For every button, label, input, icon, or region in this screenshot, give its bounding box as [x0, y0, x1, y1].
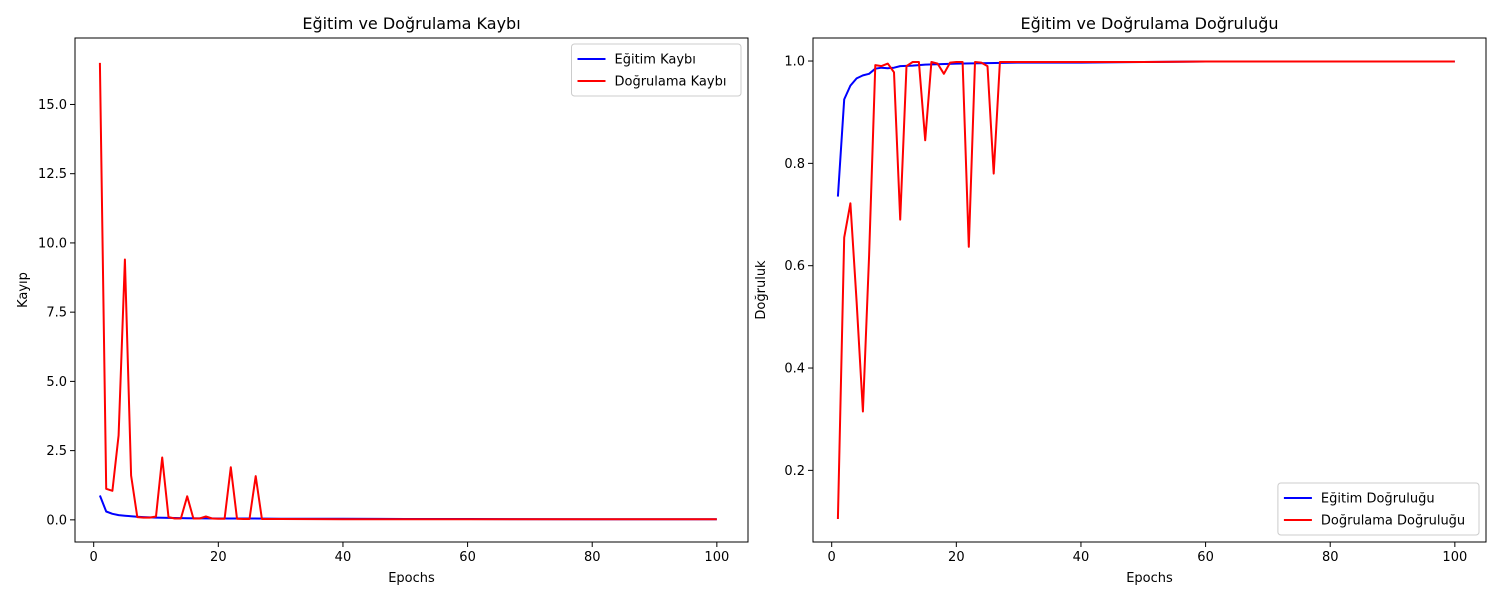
x-tick-label: 0 — [828, 550, 836, 565]
y-tick-label: 15.0 — [38, 98, 67, 113]
legend: Eğitim Doğruluğu Doğrulama Doğruluğu — [1277, 482, 1480, 536]
chart-title: Eğitim ve Doğrulama Doğruluğu — [1020, 14, 1278, 33]
x-tick-label: 100 — [1442, 550, 1467, 565]
x-tick-label: 0 — [90, 550, 98, 565]
x-tick-label: 20 — [210, 550, 227, 565]
y-tick-label: 12.5 — [38, 167, 67, 182]
plot-area — [812, 37, 1487, 543]
x-tick-label: 60 — [459, 550, 476, 565]
x-tick-label: 100 — [704, 550, 729, 565]
y-tick-label: 0.4 — [784, 362, 805, 377]
legend-label: Eğitim Doğruluğu — [1321, 492, 1435, 507]
y-tick-label: 10.0 — [38, 236, 67, 251]
y-tick-label: 0.8 — [784, 157, 805, 172]
x-tick-label: 40 — [1073, 550, 1090, 565]
x-tick-label: 20 — [948, 550, 965, 565]
series-line-2 — [98, 62, 717, 521]
y-axis-label: Doğruluk — [754, 260, 769, 320]
y-tick-label: 2.5 — [46, 444, 67, 459]
series-line-2 — [836, 60, 1455, 520]
legend-label: Doğrulama Kaybı — [615, 75, 727, 90]
legend: Eğitim Kaybı Doğrulama Kaybı — [571, 43, 742, 97]
legend-box — [1277, 482, 1480, 536]
y-axis-label: Kayıp — [16, 272, 31, 308]
x-tick-label: 60 — [1197, 550, 1214, 565]
chart-1: Eğitim ve Doğrulama Kaybı 0 20 40 60 80 100 0.0… — [16, 14, 749, 586]
legend-label: Doğrulama Doğruluğu — [1321, 514, 1465, 529]
legend-box — [571, 43, 742, 97]
x-tick-label: 40 — [335, 550, 352, 565]
x-tick-label: 80 — [1322, 550, 1339, 565]
y-tick-label: 0.2 — [784, 464, 805, 479]
y-tick-label: 0.6 — [784, 259, 805, 274]
legend-label: Eğitim Kaybı — [615, 53, 696, 68]
chart-title: Eğitim ve Doğrulama Kaybı — [302, 14, 520, 33]
x-tick-label: 80 — [584, 550, 601, 565]
y-tick-label: 0.0 — [46, 513, 67, 528]
x-axis-label: Epochs — [1126, 571, 1173, 586]
y-tick-label: 7.5 — [46, 306, 67, 321]
plot-area — [74, 37, 749, 543]
y-tick-label: 1.0 — [784, 55, 805, 70]
y-tick-label: 5.0 — [46, 375, 67, 390]
x-axis-label: Epochs — [388, 571, 435, 586]
chart-2: Eğitim ve Doğrulama Doğruluğu 0 20 40 60 80 10… — [754, 14, 1487, 586]
